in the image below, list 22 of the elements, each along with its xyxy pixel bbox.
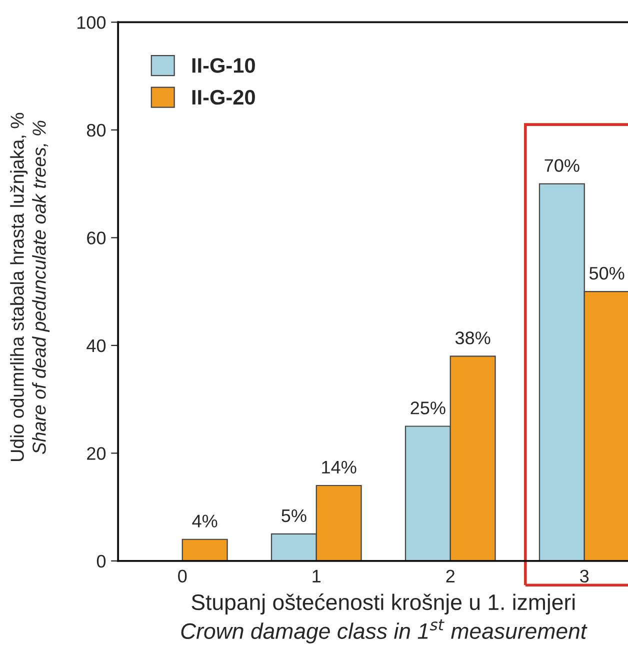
y-tick-label: 60 [87,232,106,244]
x-tick-label: 1 [312,570,321,582]
x-axis-title: Stupanj oštećenosti krošnje u 1. izmjeri Crown damage class in 1$^{st}$ measurement [181,594,588,644]
y-tick-label: 20 [87,447,106,460]
y-tick-label: 80 [86,124,106,137]
data-label: 50% [589,266,624,280]
x-tick-label: 2 [446,570,454,582]
legend-label: II-G-20 [192,90,255,105]
legend-label: II-G-10 [192,58,255,73]
data-label: 4% [192,514,218,528]
y-tick-label: 0 [96,554,106,568]
data-label: 38% [455,332,490,344]
data-label: 25% [410,402,446,414]
y-tick-label: 40 [86,339,106,352]
data-label: 70% [544,159,580,172]
data-label: 5% [282,509,306,522]
y-tick-label: 100 [78,16,106,29]
x-tick-label: 0 [178,570,187,583]
x-tick-label: 3 [580,570,589,583]
data-label: 14% [322,460,356,474]
bar [182,538,228,561]
y-axis-title: Udio odumrliha stabala hrasta lužnjaka, % Share of dead pedunculate oak trees, % [10,112,50,461]
